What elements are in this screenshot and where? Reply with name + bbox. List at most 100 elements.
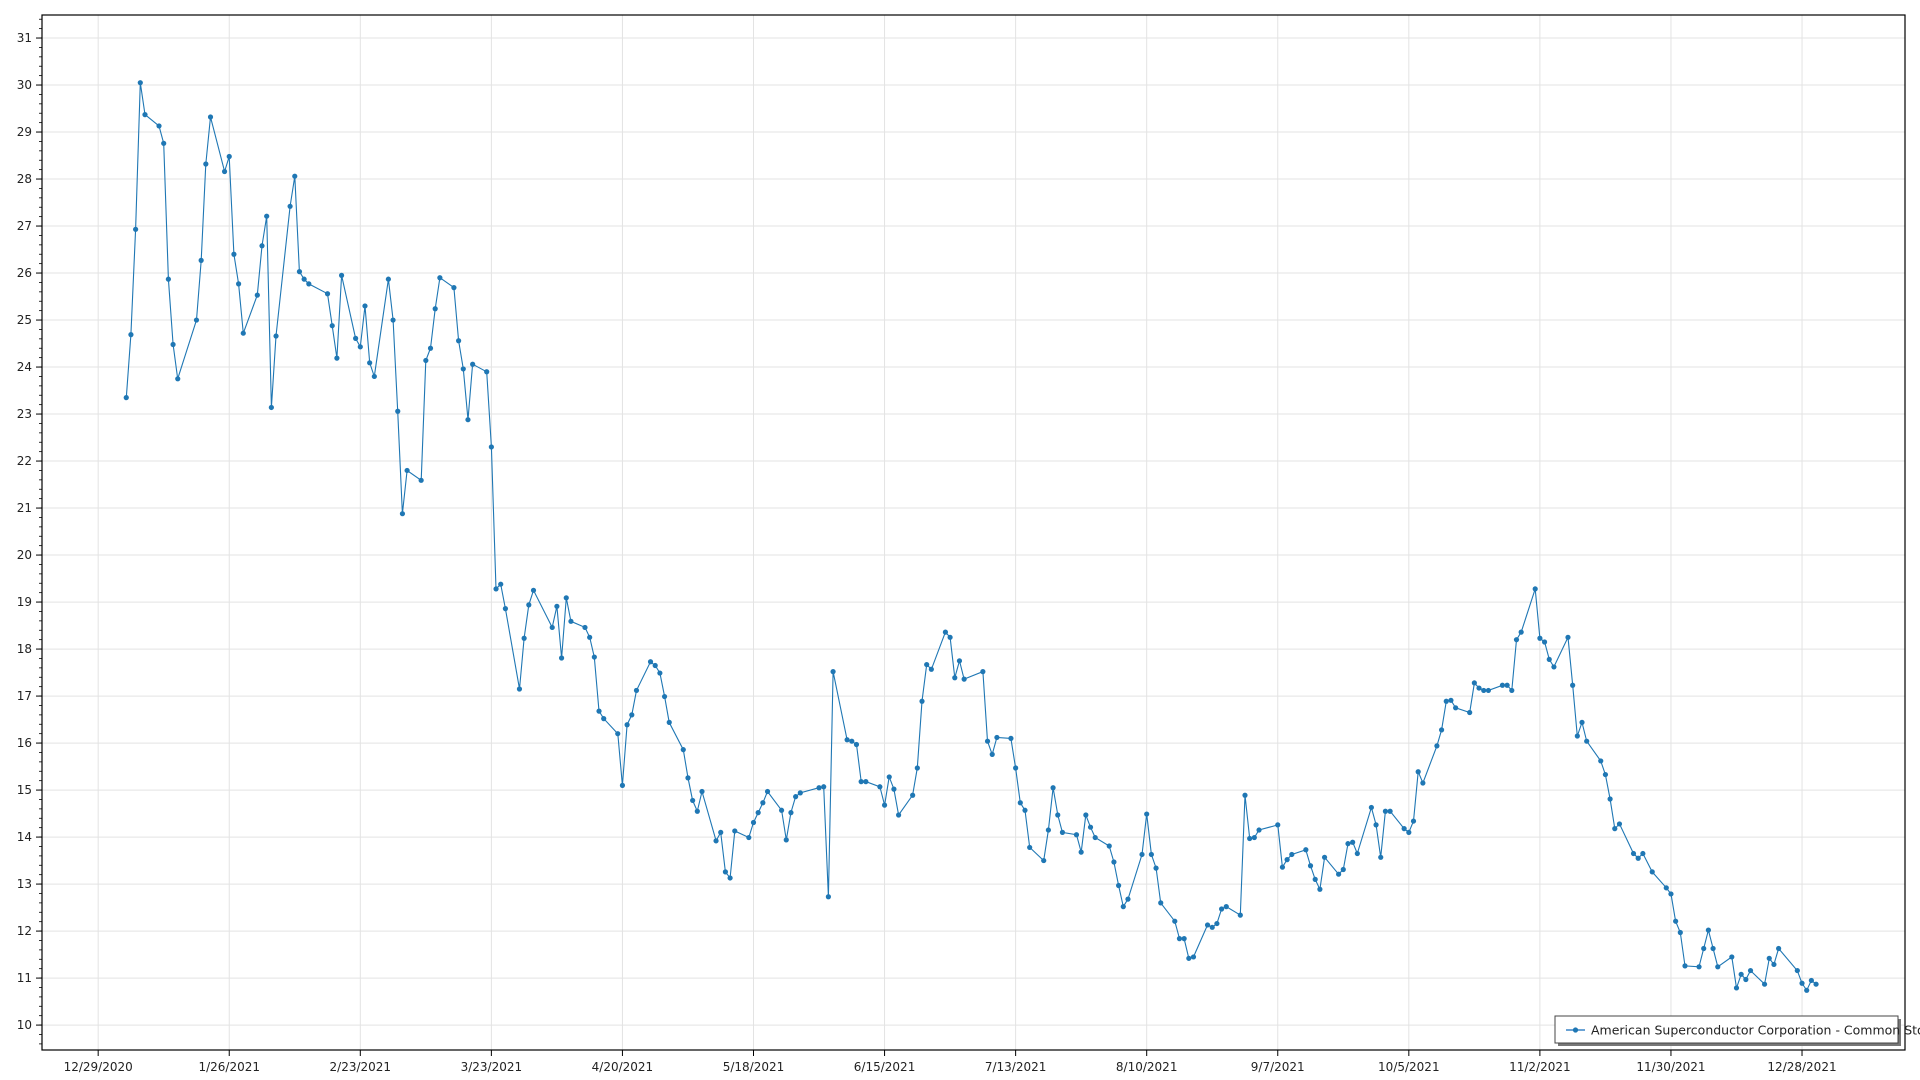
data-point: [732, 828, 738, 834]
data-point: [863, 779, 869, 785]
data-point: [1410, 818, 1417, 824]
data-point: [633, 687, 640, 694]
data-point: [1551, 664, 1557, 670]
data-point: [1406, 829, 1412, 835]
data-point: [1663, 885, 1669, 891]
x-tick-label: 11/2/2021: [1509, 1060, 1571, 1074]
data-point: [1565, 634, 1571, 640]
data-point: [661, 693, 668, 700]
data-point: [1808, 977, 1814, 984]
legend-marker-icon: [1572, 1027, 1579, 1033]
data-point: [1092, 834, 1098, 841]
data-point: [914, 765, 920, 771]
data-point: [371, 373, 377, 380]
data-point: [1008, 735, 1014, 741]
data-point: [1443, 698, 1449, 704]
data-point: [1022, 807, 1028, 813]
data-point: [1378, 854, 1384, 860]
data-point: [956, 658, 963, 664]
data-point: [142, 112, 148, 118]
data-point: [961, 676, 967, 682]
data-point: [1682, 963, 1688, 969]
data-point: [1616, 821, 1623, 827]
data-point: [1059, 829, 1066, 835]
data-point: [465, 417, 471, 423]
legend-label: American Superconductor Corporation - Co…: [1591, 1023, 1920, 1038]
data-point: [1251, 834, 1257, 841]
y-tick-label: 25: [17, 313, 32, 327]
y-tick-label: 24: [17, 360, 32, 374]
data-point: [1087, 824, 1094, 830]
y-tick-label: 31: [17, 31, 32, 45]
data-point: [1284, 857, 1290, 863]
data-point: [1247, 835, 1253, 842]
data-point: [488, 444, 494, 450]
data-point: [324, 291, 331, 297]
data-point: [825, 894, 831, 900]
data-point: [1649, 869, 1655, 875]
data-point: [367, 360, 373, 366]
data-point: [296, 269, 303, 275]
data-point: [1387, 808, 1393, 814]
data-point: [1017, 800, 1023, 806]
data-point: [1158, 900, 1164, 906]
data-point: [690, 797, 696, 804]
data-point: [264, 213, 270, 219]
data-point: [1242, 792, 1248, 798]
data-point: [1181, 936, 1187, 942]
data-point: [591, 654, 597, 660]
data-point: [919, 698, 925, 704]
data-point: [755, 810, 761, 816]
data-point: [1602, 771, 1609, 778]
data-point: [1434, 743, 1440, 749]
data-point: [259, 243, 265, 249]
data-point: [896, 812, 902, 818]
data-point: [984, 738, 991, 744]
data-point: [329, 323, 335, 329]
data-point: [1336, 871, 1342, 877]
data-point: [231, 251, 237, 257]
data-point: [1373, 822, 1379, 828]
data-point: [1733, 985, 1740, 991]
data-point: [287, 203, 293, 209]
data-point: [1476, 685, 1482, 691]
data-point: [1607, 796, 1613, 802]
data-point: [1668, 891, 1674, 897]
y-tick-label: 28: [17, 172, 32, 186]
data-point: [1041, 857, 1047, 864]
data-point: [821, 784, 827, 790]
data-point: [1045, 827, 1051, 833]
data-point: [830, 669, 836, 675]
data-point: [1354, 850, 1360, 857]
data-point: [881, 802, 888, 808]
data-point: [1176, 936, 1183, 942]
y-tick-label: 22: [17, 454, 32, 468]
data-point: [292, 173, 298, 179]
data-point: [1312, 876, 1318, 882]
data-point: [530, 587, 537, 593]
data-point: [1153, 865, 1159, 871]
data-point: [1148, 851, 1154, 858]
data-point: [549, 624, 555, 631]
data-point: [849, 738, 855, 744]
data-point: [1083, 812, 1089, 818]
data-point: [1532, 586, 1538, 592]
data-point: [1673, 918, 1679, 924]
data-point: [306, 281, 312, 287]
data-point: [1546, 656, 1552, 663]
data-point: [1027, 844, 1033, 851]
y-tick-label: 19: [17, 595, 32, 609]
data-point: [1120, 904, 1126, 910]
data-point: [1317, 886, 1323, 892]
data-point: [1705, 927, 1712, 933]
data-point: [338, 272, 345, 278]
data-point: [1204, 922, 1211, 928]
data-point: [816, 785, 822, 791]
data-point: [1055, 812, 1061, 818]
data-point: [1289, 851, 1295, 858]
y-tick-label: 17: [17, 689, 32, 703]
data-point: [357, 344, 363, 350]
data-point: [760, 800, 766, 806]
data-point: [793, 794, 799, 800]
